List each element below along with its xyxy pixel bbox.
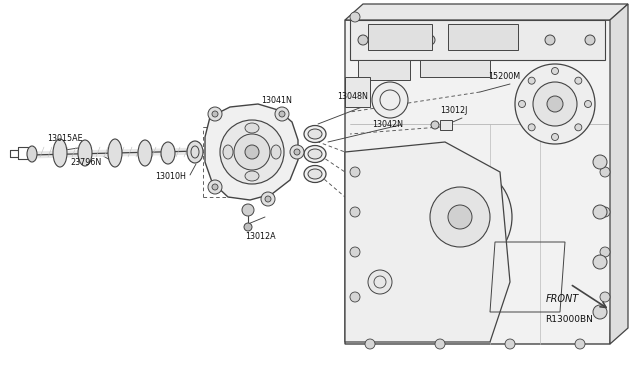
Polygon shape (420, 60, 490, 77)
Polygon shape (368, 24, 432, 50)
Text: 23796N: 23796N (70, 157, 101, 167)
Ellipse shape (108, 139, 122, 167)
Circle shape (244, 223, 252, 231)
Ellipse shape (53, 139, 67, 167)
Circle shape (208, 107, 222, 121)
Circle shape (261, 192, 275, 206)
Circle shape (388, 35, 398, 45)
Circle shape (448, 205, 472, 229)
Circle shape (365, 339, 375, 349)
Circle shape (358, 35, 368, 45)
Circle shape (208, 180, 222, 194)
Circle shape (408, 165, 512, 269)
Circle shape (220, 120, 284, 184)
Polygon shape (205, 104, 298, 200)
Ellipse shape (27, 146, 37, 162)
Ellipse shape (304, 166, 326, 183)
Circle shape (290, 145, 304, 159)
Circle shape (275, 107, 289, 121)
Circle shape (593, 205, 607, 219)
Circle shape (593, 305, 607, 319)
Circle shape (575, 339, 585, 349)
Ellipse shape (223, 145, 233, 159)
Circle shape (372, 82, 408, 118)
Circle shape (533, 82, 577, 126)
Circle shape (515, 64, 595, 144)
Circle shape (425, 35, 435, 45)
Circle shape (528, 124, 535, 131)
Circle shape (245, 145, 259, 159)
Ellipse shape (304, 125, 326, 142)
Circle shape (518, 100, 525, 108)
Text: R13000BN: R13000BN (545, 315, 593, 324)
Circle shape (350, 292, 360, 302)
Text: 13012J: 13012J (440, 106, 467, 115)
Circle shape (212, 111, 218, 117)
Ellipse shape (245, 171, 259, 181)
Circle shape (593, 255, 607, 269)
Circle shape (547, 96, 563, 112)
Circle shape (430, 187, 490, 247)
Ellipse shape (304, 145, 326, 163)
Circle shape (545, 35, 555, 45)
Ellipse shape (187, 141, 203, 163)
Ellipse shape (308, 149, 322, 159)
Polygon shape (440, 120, 452, 130)
Circle shape (600, 247, 610, 257)
Text: 13042N: 13042N (372, 119, 403, 128)
Circle shape (593, 155, 607, 169)
Polygon shape (345, 77, 370, 107)
Circle shape (600, 292, 610, 302)
Circle shape (242, 204, 254, 216)
Circle shape (575, 77, 582, 84)
Circle shape (294, 149, 300, 155)
Text: 15200M: 15200M (488, 71, 520, 80)
Circle shape (350, 12, 360, 22)
Polygon shape (448, 24, 518, 50)
Ellipse shape (138, 140, 152, 166)
Circle shape (431, 121, 439, 129)
Polygon shape (350, 20, 605, 60)
Circle shape (350, 167, 360, 177)
Ellipse shape (78, 140, 92, 166)
Circle shape (465, 35, 475, 45)
Ellipse shape (245, 123, 259, 133)
Circle shape (584, 100, 591, 108)
Polygon shape (345, 20, 615, 344)
Polygon shape (358, 60, 410, 80)
Text: 13048N: 13048N (337, 92, 368, 100)
Circle shape (585, 35, 595, 45)
Polygon shape (345, 4, 628, 20)
Circle shape (350, 247, 360, 257)
Circle shape (368, 270, 392, 294)
Ellipse shape (271, 145, 281, 159)
Text: FRONT: FRONT (546, 294, 579, 304)
Polygon shape (345, 142, 510, 342)
Circle shape (212, 184, 218, 190)
Ellipse shape (161, 142, 175, 164)
Circle shape (234, 134, 270, 170)
Circle shape (505, 339, 515, 349)
Text: 13010H: 13010H (155, 171, 186, 180)
Circle shape (600, 167, 610, 177)
Circle shape (435, 339, 445, 349)
Circle shape (600, 207, 610, 217)
Circle shape (575, 124, 582, 131)
Circle shape (265, 196, 271, 202)
Circle shape (350, 207, 360, 217)
Ellipse shape (308, 169, 322, 179)
Circle shape (505, 35, 515, 45)
Polygon shape (610, 4, 628, 344)
Circle shape (528, 77, 535, 84)
Circle shape (279, 111, 285, 117)
Text: 13041N: 13041N (261, 96, 292, 105)
Ellipse shape (308, 129, 322, 139)
Circle shape (552, 134, 559, 141)
Circle shape (552, 67, 559, 74)
Text: 13015AE: 13015AE (47, 134, 83, 142)
Text: 13012A: 13012A (245, 231, 276, 241)
